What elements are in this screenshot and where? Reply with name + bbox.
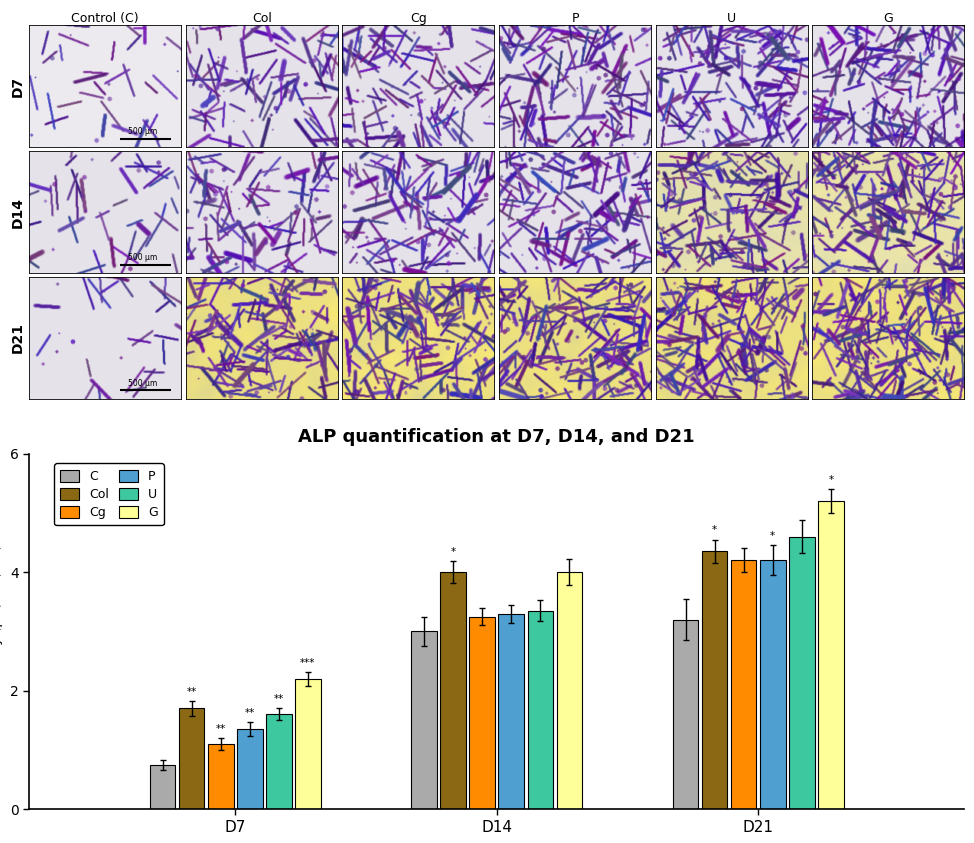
Bar bbox=[469, 616, 495, 809]
Text: 500 μm: 500 μm bbox=[128, 127, 157, 137]
Text: **: ** bbox=[187, 687, 197, 697]
Bar bbox=[730, 561, 757, 809]
Title: ALP quantification at D7, D14, and D21: ALP quantification at D7, D14, and D21 bbox=[298, 428, 695, 447]
Bar bbox=[295, 679, 320, 809]
Y-axis label: ALP activity (μM/min/mL): ALP activity (μM/min/mL) bbox=[0, 545, 3, 718]
Bar bbox=[179, 708, 205, 809]
Y-axis label: D7: D7 bbox=[11, 76, 25, 97]
Bar bbox=[528, 610, 553, 809]
Title: G: G bbox=[883, 13, 893, 25]
Y-axis label: D14: D14 bbox=[11, 196, 25, 228]
Bar bbox=[150, 765, 175, 809]
Title: Col: Col bbox=[252, 13, 272, 25]
Bar bbox=[702, 551, 728, 809]
Bar bbox=[266, 714, 291, 809]
Text: *: * bbox=[712, 525, 717, 535]
Title: U: U bbox=[727, 13, 736, 25]
Bar bbox=[440, 572, 466, 809]
Text: 500 μm: 500 μm bbox=[128, 253, 157, 262]
Text: *: * bbox=[770, 531, 775, 541]
Text: **: ** bbox=[215, 724, 226, 734]
Title: P: P bbox=[572, 13, 579, 25]
Text: **: ** bbox=[274, 695, 284, 705]
Text: *: * bbox=[828, 475, 834, 485]
Text: **: ** bbox=[244, 708, 255, 718]
Bar bbox=[556, 572, 582, 809]
Title: Cg: Cg bbox=[410, 13, 427, 25]
Bar bbox=[411, 631, 437, 809]
Title: Control (C): Control (C) bbox=[71, 13, 139, 25]
Bar bbox=[760, 561, 786, 809]
Bar bbox=[207, 744, 234, 809]
Y-axis label: D21: D21 bbox=[11, 322, 25, 353]
Bar bbox=[237, 729, 263, 809]
Text: 500 μm: 500 μm bbox=[128, 379, 157, 388]
Bar bbox=[818, 501, 843, 809]
Bar bbox=[789, 536, 814, 809]
Text: ***: *** bbox=[300, 658, 316, 668]
Bar bbox=[673, 620, 698, 809]
Legend: C, Col, Cg, P, U, G: C, Col, Cg, P, U, G bbox=[55, 464, 164, 525]
Bar bbox=[499, 614, 524, 809]
Text: *: * bbox=[451, 547, 456, 557]
